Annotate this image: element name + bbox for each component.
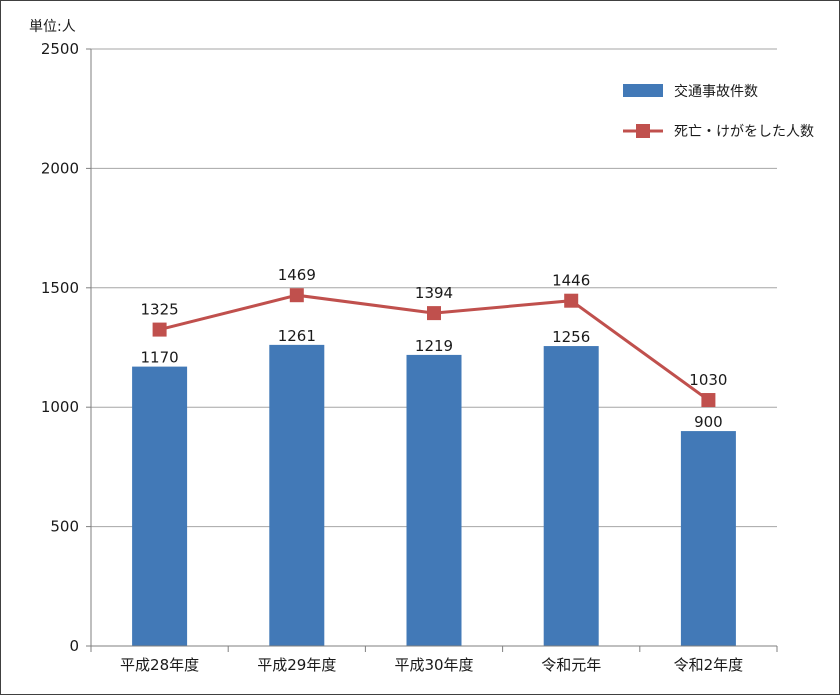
legend-line-marker [636, 124, 650, 138]
line-marker [564, 293, 579, 308]
bar [269, 344, 325, 646]
data-labels: 1170 1261 1219 1256 900 1325 1469 1394 1446 1030 [141, 266, 728, 431]
x-tick-label: 令和元年 [541, 656, 601, 674]
line-marker [289, 288, 304, 303]
axes: 0 500 1000 1500 2000 2500 平成28年度 平成29年度 平成30年度 令和… [41, 40, 778, 674]
y-tick-label: 2000 [41, 159, 79, 177]
bar [406, 354, 462, 646]
x-tick-label: 令和2年度 [674, 656, 744, 674]
x-tick-label: 平成28年度 [120, 656, 199, 674]
line-data-label: 1394 [415, 284, 453, 302]
line-data-label: 1446 [552, 272, 590, 290]
legend-bar-swatch [623, 84, 663, 97]
y-tick-label: 500 [50, 518, 79, 536]
bar-data-label: 900 [694, 413, 723, 431]
bar-data-label: 1261 [278, 327, 316, 345]
bar [543, 346, 599, 646]
bar [132, 366, 188, 646]
bar [680, 431, 736, 646]
x-tick-label: 平成29年度 [257, 656, 336, 674]
line-data-label: 1469 [278, 266, 316, 284]
line-data-label: 1030 [689, 371, 727, 389]
y-tick-label: 2500 [41, 40, 79, 58]
bar-data-label: 1256 [552, 328, 590, 346]
legend-bar-label: 交通事故件数 [674, 83, 758, 100]
bar-series [132, 344, 736, 646]
line-marker [701, 393, 716, 408]
line-marker [427, 306, 441, 321]
line-series [152, 288, 716, 408]
bar-data-label: 1219 [415, 337, 453, 355]
legend-line-label: 死亡・けがをした人数 [674, 124, 814, 140]
line-marker [152, 322, 167, 337]
y-tick-label: 0 [69, 637, 79, 655]
y-tick-label: 1000 [41, 398, 79, 416]
grid-lines [91, 48, 777, 528]
y-tick-label: 1500 [41, 279, 79, 297]
line-data-label: 1325 [141, 301, 179, 319]
unit-label: 単位:人 [29, 19, 76, 35]
bar-data-label: 1170 [141, 349, 179, 367]
x-tick-label: 平成30年度 [394, 656, 473, 674]
